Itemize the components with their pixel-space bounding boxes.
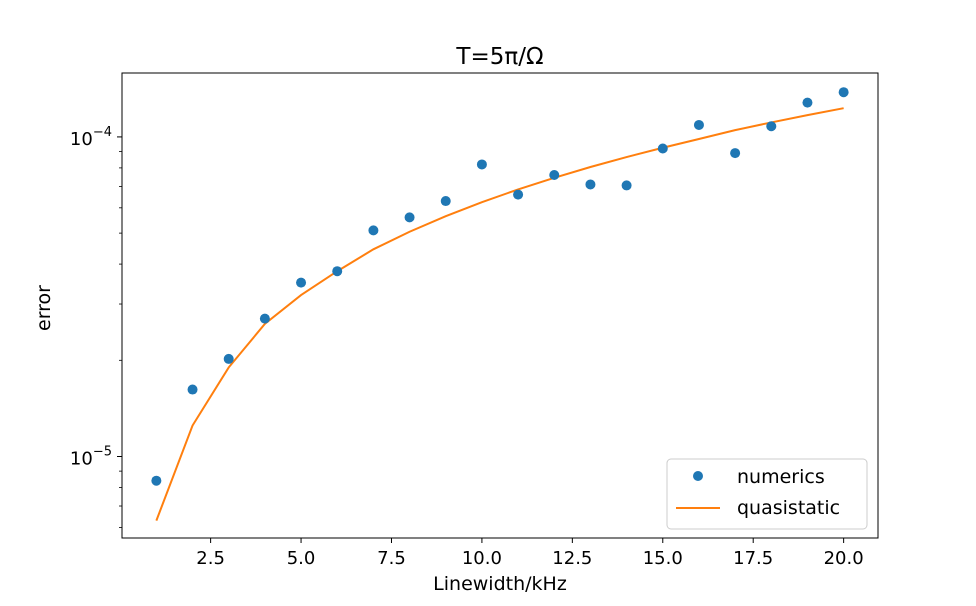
x-tick-label: 7.5 — [377, 548, 406, 569]
numerics-point — [296, 277, 307, 288]
axes-frame — [121, 72, 879, 539]
x-tick-label: 12.5 — [552, 548, 592, 569]
numerics-point — [657, 143, 668, 154]
numerics-point — [549, 170, 560, 181]
x-tick-label: 15.0 — [643, 548, 683, 569]
x-axis-label: Linewidth/kHz — [433, 573, 567, 595]
legend-numerics-marker — [693, 471, 703, 481]
x-tick-label: 20.0 — [824, 548, 864, 569]
numerics-point — [440, 196, 451, 207]
x-tick-label: 10.0 — [462, 548, 502, 569]
numerics-point — [368, 225, 379, 236]
y-tick-label: 10−4 — [70, 125, 112, 150]
legend-quasistatic-label: quasistatic — [737, 497, 840, 519]
numerics-point — [223, 353, 234, 364]
x-tick-label: 17.5 — [733, 548, 773, 569]
numerics-point — [802, 97, 813, 108]
x-tick-label: 2.5 — [196, 548, 225, 569]
y-axis-label: error — [33, 285, 55, 331]
numerics-point — [838, 87, 849, 98]
numerics-point — [404, 212, 415, 223]
numerics-point — [332, 266, 343, 277]
numerics-point — [693, 119, 704, 130]
numerics-point — [513, 189, 524, 200]
numerics-point — [766, 121, 777, 132]
y-axis: 10−5 10−4 — [70, 125, 122, 528]
plot-area — [151, 87, 849, 521]
x-axis: 2.5 5.0 7.5 10.0 12.5 15.0 17.5 20.0 — [196, 538, 864, 569]
numerics-point — [151, 475, 162, 486]
legend-box — [666, 458, 868, 530]
series-quasistatic-line — [155, 107, 844, 521]
numerics-point — [259, 313, 270, 324]
numerics-point — [476, 159, 487, 170]
numerics-point — [585, 179, 596, 190]
chart-title: T=5π/Ω — [455, 44, 543, 70]
numerics-point — [621, 180, 632, 191]
x-tick-label: 5.0 — [287, 548, 316, 569]
numerics-point — [187, 384, 198, 395]
legend: numerics quasistatic — [666, 458, 868, 530]
legend-numerics-label: numerics — [737, 466, 825, 488]
y-tick-label: 10−5 — [70, 445, 112, 470]
numerics-point — [730, 148, 741, 159]
